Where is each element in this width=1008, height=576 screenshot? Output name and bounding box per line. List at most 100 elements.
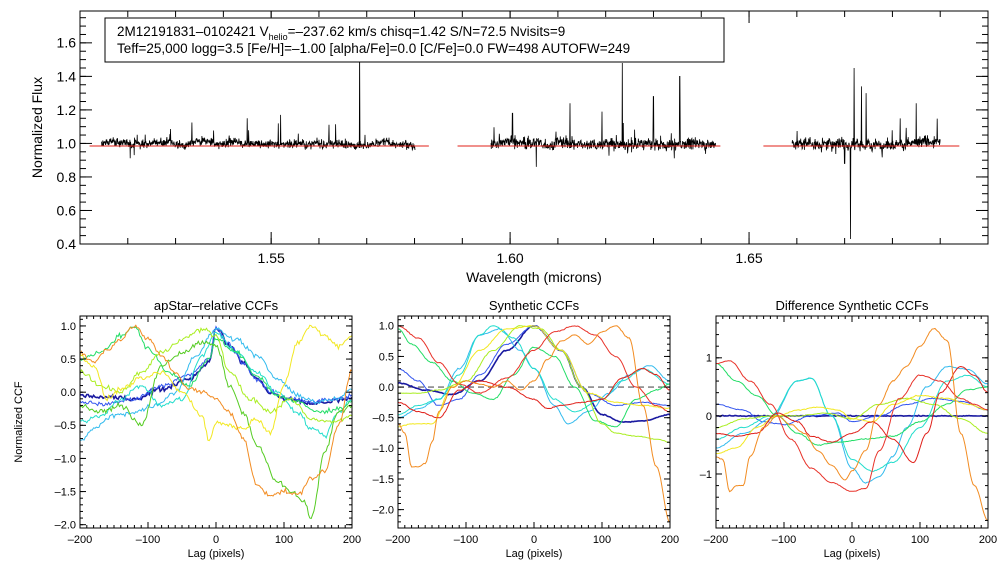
y-tick-label: 0.4: [57, 236, 77, 252]
ccf-series-visit-9: [398, 325, 670, 413]
ccf-series-visit-3: [716, 365, 988, 484]
ccf-series-visit-7: [398, 325, 670, 428]
plot-area: [80, 324, 352, 520]
y-tick-label: 1.6: [57, 35, 77, 51]
spectrum-legend: 2M12191831–0102421 Vhelio=–237.62 km/s c…: [104, 17, 725, 63]
x-tick-label: –100: [136, 534, 160, 546]
difference-ccf-panel: –200 –100 0 100 200 –1 0 1 Difference Synthetic…: [700, 298, 997, 560]
y-tick-label: –0.5: [55, 420, 76, 432]
x-tick-label: 1.55: [258, 250, 285, 266]
x-tick-label: 0: [213, 534, 219, 546]
apstar-plot-frame: [79, 315, 353, 529]
y-tick-label: –0.5: [373, 413, 394, 425]
observed-spectrum-segment: [791, 67, 941, 240]
x-tick-label: –200: [68, 534, 92, 546]
y-tick-label: 0.6: [57, 202, 77, 218]
apstar-title: apStar–relative CCFs: [154, 298, 279, 313]
synthetic-series-group: [398, 325, 670, 523]
legend-line-1-subscript: helio: [269, 32, 288, 42]
observed-spectrum-segment: [101, 46, 416, 159]
y-tick-label: 0.8: [57, 169, 77, 185]
ccf-series-visit-4: [716, 374, 988, 472]
y-tick-label: 1.0: [57, 135, 77, 151]
x-tick-label: –200: [704, 534, 728, 546]
apstar-x-axis-label: Lag (pixels): [188, 548, 245, 560]
ccf-series-visit-9: [716, 360, 988, 492]
spectrum-x-axis-label: Wavelength (microns): [466, 269, 602, 285]
ccf-series-visit-2: [716, 397, 988, 426]
plot-area: [716, 327, 988, 521]
y-tick-label: 1.2: [57, 102, 77, 118]
x-tick-label: 200: [343, 534, 361, 546]
x-tick-label: 1.65: [735, 250, 762, 266]
x-tick-label: –100: [772, 534, 796, 546]
ccf-series-visit-9: [80, 324, 352, 497]
y-tick-label: –1.0: [373, 443, 394, 455]
y-tick-label: 0.0: [379, 382, 394, 394]
x-tick-label: 0: [531, 534, 537, 546]
y-tick-label: 0.5: [379, 351, 394, 363]
y-tick-label: –1.0: [55, 453, 76, 465]
y-tick-label: 1.4: [57, 68, 77, 84]
ccf-series-visit-4: [398, 325, 670, 416]
synthetic-title: Synthetic CCFs: [489, 298, 580, 313]
ccf-series-visit-10: [398, 325, 670, 523]
ccf-series-visit-2: [80, 325, 352, 407]
y-tick-label: –1.5: [373, 474, 394, 486]
y-tick-label: 1: [706, 353, 712, 365]
y-tick-label: 0.0: [61, 387, 76, 399]
ccf-series-visit-5: [398, 328, 670, 428]
y-tick-label: 0: [706, 411, 712, 423]
y-tick-label: 0.5: [61, 354, 76, 366]
y-tick-label: –2.0: [373, 504, 394, 516]
ccf-series-visit-6: [398, 325, 670, 444]
apstar-ccf-panel: –200 –100 0 100 200 –2.0 –1.5 –1.0 –0.5 0.0 0.5 1.0…: [13, 298, 361, 560]
x-tick-label: –100: [454, 534, 478, 546]
difference-ticks: –200 –100 0 100 200 –1 0 1: [700, 316, 997, 546]
ccf-series-visit-1: [716, 414, 988, 418]
legend-line-1: 2M12191831–0102421 Vhelio=–237.62 km/s c…: [117, 24, 565, 42]
x-tick-label: –200: [386, 534, 410, 546]
ccf-series-visit-5: [716, 362, 988, 446]
ccf-series-visit-5: [80, 326, 352, 415]
spectrum-series-group: [89, 46, 960, 240]
x-tick-label: 1.60: [496, 250, 523, 266]
apstar-series-group: [80, 324, 352, 520]
ccf-series-visit-8: [80, 324, 352, 442]
ccf-series-visit-7: [80, 327, 352, 424]
spectrum-panel: 1.55 1.60 1.65 0.4 0.6 0.8 1.0 1.2 1.4 1.6 Wavele…: [29, 10, 989, 285]
ccf-series-visit-7: [716, 394, 988, 455]
ccf-series-visit-3: [80, 327, 352, 441]
x-tick-label: 100: [593, 534, 611, 546]
spectrum-plot-frame: [79, 10, 989, 245]
y-tick-label: 1.0: [379, 321, 394, 333]
difference-series-group: [716, 327, 988, 521]
x-tick-label: 0: [849, 534, 855, 546]
y-tick-label: –2.0: [55, 520, 76, 532]
difference-title: Difference Synthetic CCFs: [776, 298, 929, 313]
synthetic-ccf-panel: –200 –100 0 100 200 –2.0 –1.5 –1.0 –0.5 0.0 0.5 1.0…: [373, 298, 680, 560]
apstar-y-axis-label: Normalized CCF: [13, 381, 25, 463]
ccf-series-visit-4: [80, 331, 352, 440]
x-tick-label: 100: [911, 534, 929, 546]
plot-area: [89, 46, 960, 240]
y-tick-label: –1.5: [55, 486, 76, 498]
apstar-ticks: –200 –100 0 100 200 –2.0 –1.5 –1.0 –0.5 0.0 0.5 1.0: [55, 316, 361, 546]
spectrum-y-axis-label: Normalized Flux: [29, 77, 45, 178]
legend-line-1-prefix: 2M12191831–0102421 V: [117, 24, 269, 39]
observed-spectrum-segment: [490, 62, 716, 167]
difference-x-axis-label: Lag (pixels): [824, 548, 881, 560]
y-tick-label: –1: [700, 469, 712, 481]
spectrum-ticks: 1.55 1.60 1.65 0.4 0.6 0.8 1.0 1.2 1.4 1.6: [57, 11, 989, 266]
ccf-series-visit-6: [80, 339, 352, 520]
x-tick-label: 200: [979, 534, 997, 546]
legend-line-1-suffix: =–237.62 km/s chisq=1.42 S/N=72.5 Nvisit…: [288, 24, 566, 39]
legend-line-2: Teff=25,000 logg=3.5 [Fe/H]=–1.00 [alpha…: [117, 41, 630, 56]
ccf-series-visit-8: [398, 367, 670, 419]
ccf-series-visit-10: [716, 327, 988, 521]
synthetic-x-axis-label: Lag (pixels): [506, 548, 563, 560]
legend-box: [104, 17, 725, 63]
x-tick-label: 100: [275, 534, 293, 546]
plot-area: [398, 325, 670, 523]
